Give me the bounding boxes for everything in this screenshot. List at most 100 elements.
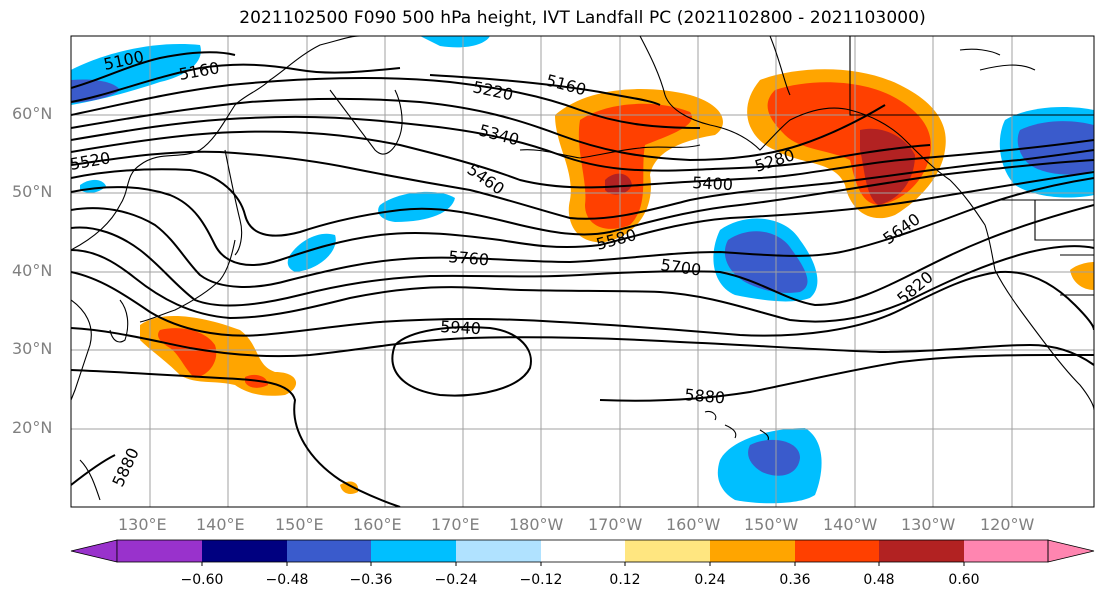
colorbar-extend-right — [1047, 539, 1095, 563]
coast-hawaii — [704, 411, 769, 441]
contour-5280 — [71, 98, 886, 162]
colorbar-swatch — [625, 540, 710, 562]
coast-canada-2 — [959, 48, 1036, 71]
lon-tick-label: 150°E — [275, 515, 324, 534]
colorbar-swatch — [287, 540, 371, 562]
lon-tick-label: 150°W — [744, 515, 799, 534]
contour-label: 5880 — [684, 385, 726, 407]
contour-5640 — [71, 177, 1094, 288]
colorbar-swatch — [371, 540, 456, 562]
contour-label: 5400 — [692, 173, 734, 194]
contour-label: 5760 — [448, 247, 490, 269]
colorbar — [70, 539, 1095, 566]
lon-tick-label: 120°W — [980, 515, 1035, 534]
lon-tick-label: 180°W — [509, 515, 564, 534]
colorbar-swatch — [795, 540, 879, 562]
colorbar-tick-label: −0.60 — [180, 572, 224, 588]
ivt-shading — [71, 36, 1094, 504]
shade-sm-blue3 — [80, 179, 106, 193]
lon-tick-label: 160°E — [353, 515, 402, 534]
contour-5880c — [71, 454, 116, 486]
coast-philippines — [79, 459, 101, 501]
coast-japan — [139, 239, 236, 323]
contour-5100 — [71, 51, 236, 89]
shade-mid-royal — [724, 231, 808, 293]
lat-tick-label: 20°N — [12, 418, 53, 437]
shade-sw-red — [158, 328, 217, 378]
contour-5760 — [71, 245, 1094, 323]
shade-gulf-red — [578, 103, 692, 229]
contour-5340 — [71, 115, 931, 172]
lon-tick-label: 160°W — [666, 515, 721, 534]
colorbar-swatch — [202, 540, 287, 562]
coast-asia — [71, 36, 361, 251]
shade-south-orange — [340, 481, 359, 494]
coast-canada-n — [769, 36, 1094, 116]
lat-tick-label: 50°N — [12, 182, 53, 201]
coast-china — [71, 299, 92, 401]
colorbar-tick-label: 0.48 — [863, 572, 895, 588]
shade-nw-top — [420, 36, 490, 48]
contour-label: 5880 — [108, 445, 142, 490]
shade-hi-royal — [748, 439, 800, 476]
contour-5460 — [71, 149, 1094, 220]
contour-5880d — [599, 354, 1094, 402]
lon-tick-label: 130°W — [901, 515, 956, 534]
lon-tick-label: 170°W — [588, 515, 643, 534]
colorbar-frame — [116, 539, 1049, 563]
contour-label: 5940 — [440, 317, 482, 338]
coast-alaska — [639, 36, 951, 181]
shade-sm-blue2 — [287, 233, 336, 272]
lat-tick-label: 30°N — [12, 339, 53, 358]
coastlines — [71, 36, 1094, 501]
colorbar-swatch — [710, 540, 795, 562]
colorbar-tick-label: −0.36 — [349, 572, 393, 588]
coast-border-us — [1000, 199, 1094, 296]
colorbar-tick-label: 0.24 — [694, 572, 726, 588]
shade-sm-blue1 — [378, 191, 455, 222]
colorbar-tick-label: 0.60 — [948, 572, 980, 588]
colorbar-tick-label: 0.12 — [609, 572, 641, 588]
shade-gulf-dark — [605, 173, 632, 195]
map-title: 2021102500 F090 500 hPa height, IVT Land… — [239, 8, 926, 28]
coast-korea — [109, 299, 129, 343]
contour-label: 5700 — [659, 255, 702, 279]
lon-tick-label: 130°E — [118, 515, 167, 534]
contour-label: 5340 — [477, 121, 521, 150]
lon-tick-label: 140°W — [823, 515, 878, 534]
contour-5880a — [71, 327, 1094, 366]
contour-5700 — [71, 204, 1094, 307]
contour-5160b — [429, 74, 661, 106]
lat-tick-label: 40°N — [12, 261, 53, 280]
colorbar-tick-label: −0.24 — [434, 572, 478, 588]
contour-5160a — [71, 63, 401, 103]
lon-tick-label: 170°E — [431, 515, 480, 534]
contour-5520 — [71, 159, 1094, 237]
map-frame — [70, 35, 1095, 508]
contour-5880b — [71, 369, 401, 507]
height-contours — [71, 51, 1094, 507]
contour-5940 — [391, 326, 532, 397]
shade-nw-royal — [71, 79, 120, 103]
coast-westus — [994, 269, 1094, 411]
coast-sakhalin — [224, 149, 243, 256]
contour-5400 — [71, 130, 1094, 189]
colorbar-swatch — [541, 540, 625, 562]
colorbar-swatch — [117, 540, 202, 562]
colorbar-tick-label: 0.36 — [779, 572, 811, 588]
colorbar-swatch — [964, 540, 1048, 562]
colorbar-extend-left — [70, 539, 118, 563]
contour-5580 — [71, 171, 1094, 266]
lat-tick-label: 60°N — [12, 104, 53, 123]
contour-label: 5160 — [544, 71, 588, 100]
contour-5220 — [71, 77, 701, 129]
colorbar-tick-label: −0.48 — [265, 572, 309, 588]
lon-tick-label: 140°E — [196, 515, 245, 534]
map-area: 5100 5160 5220 5160 5340 5520 5460 5280 … — [71, 36, 1094, 507]
contour-5820 — [71, 270, 1094, 337]
shade-east-orange — [1070, 262, 1094, 290]
colorbar-swatch — [879, 540, 964, 562]
colorbar-swatch — [456, 540, 541, 562]
